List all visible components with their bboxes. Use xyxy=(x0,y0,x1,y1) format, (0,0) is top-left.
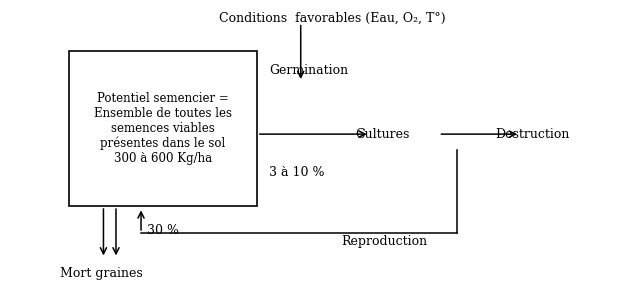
Text: Potentiel semencier =
Ensemble de toutes les
semences viables
présentes dans le : Potentiel semencier = Ensemble de toutes… xyxy=(94,92,232,165)
Text: Conditions  favorables (Eau, O₂, T°): Conditions favorables (Eau, O₂, T°) xyxy=(219,11,445,24)
Text: Germination: Germination xyxy=(270,64,348,77)
Text: 30 %: 30 % xyxy=(148,223,180,236)
Text: Destruction: Destruction xyxy=(495,128,569,141)
Text: Reproduction: Reproduction xyxy=(341,235,427,248)
Bar xyxy=(69,51,257,206)
Text: Cultures: Cultures xyxy=(355,128,410,141)
Text: Mort graines: Mort graines xyxy=(59,267,142,280)
Text: 3 à 10 %: 3 à 10 % xyxy=(270,166,325,179)
